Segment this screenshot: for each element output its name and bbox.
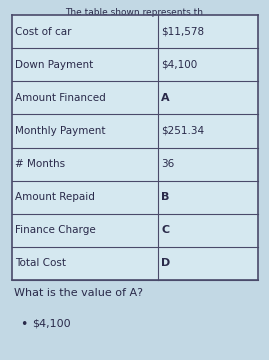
Text: $4,100: $4,100: [161, 60, 198, 70]
Text: •: •: [20, 318, 27, 331]
Text: $251.34: $251.34: [161, 126, 204, 136]
Text: What is the value of A?: What is the value of A?: [14, 288, 143, 298]
Text: Monthly Payment: Monthly Payment: [15, 126, 105, 136]
Text: Finance Charge: Finance Charge: [15, 225, 96, 235]
Text: $11,578: $11,578: [161, 27, 204, 37]
Text: 36: 36: [161, 159, 175, 169]
Text: The table shown represents th: The table shown represents th: [65, 8, 203, 17]
Text: B: B: [161, 192, 170, 202]
Bar: [12, 15, 258, 280]
Text: A: A: [161, 93, 170, 103]
Text: $4,100: $4,100: [32, 318, 71, 328]
Text: Cost of car: Cost of car: [15, 27, 72, 37]
Text: # Months: # Months: [15, 159, 65, 169]
Text: Amount Financed: Amount Financed: [15, 93, 106, 103]
Text: Down Payment: Down Payment: [15, 60, 93, 70]
Text: D: D: [161, 258, 171, 269]
Text: C: C: [161, 225, 169, 235]
Text: Amount Repaid: Amount Repaid: [15, 192, 95, 202]
Text: Total Cost: Total Cost: [15, 258, 66, 269]
